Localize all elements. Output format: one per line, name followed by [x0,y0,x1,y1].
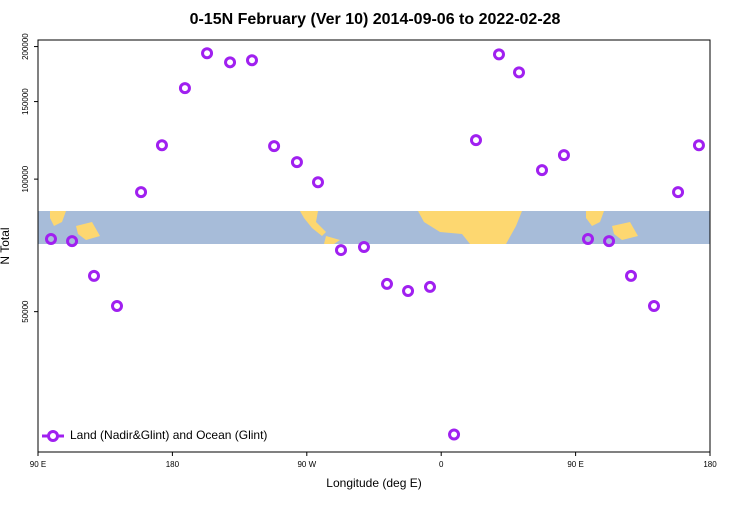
legend-marker [47,430,59,442]
point [402,285,415,298]
point [603,235,616,248]
y-tick-label: 150000 [21,88,30,115]
point [135,186,148,199]
point [625,269,638,282]
x-tick-label: 90 E [567,460,583,469]
y-tick-label: 200000 [21,33,30,60]
point [88,269,100,282]
map-band [38,211,710,244]
x-tick-label: 90 W [297,460,316,469]
point [469,134,482,147]
point [290,156,303,169]
y-tick-label: 50000 [21,300,30,323]
point [334,244,347,257]
point [492,48,505,61]
point [44,233,57,246]
point [380,277,393,290]
point [448,428,461,441]
point [110,300,123,313]
point [557,149,570,162]
x-tick-label: 90 E [30,460,46,469]
point [692,139,705,152]
point [201,47,214,60]
point [268,140,281,153]
x-axis-label: Longitude (deg E) [326,476,421,490]
point [513,66,526,79]
land [586,211,638,240]
point [178,82,191,95]
chart-title: 0-15N February (Ver 10) 2014-09-06 to 20… [190,11,561,28]
land [418,211,522,244]
land [300,211,340,244]
point [581,233,594,246]
point [312,176,324,189]
x-tick-label: 180 [703,460,717,469]
land [50,211,100,240]
point [66,235,79,248]
plot-frame [37,39,711,453]
point [648,300,660,313]
x-tick-label: 0 [439,460,444,469]
point [357,241,370,254]
y-tick-label: 100000 [21,165,30,192]
ocean [38,211,710,244]
x-tick-label: 180 [166,460,180,469]
point [245,54,258,67]
legend-label: Land (Nadir&Glint) and Ocean (Glint) [70,428,267,442]
point [155,139,168,152]
point [672,186,685,199]
point [424,280,436,293]
point [536,164,548,177]
y-axis-label: N Total [0,227,12,264]
point [224,56,237,69]
